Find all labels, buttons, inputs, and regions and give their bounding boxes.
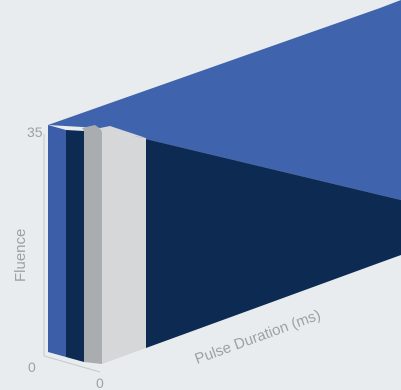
slab-mid-gray xyxy=(84,129,102,364)
slab-mid-gray-top xyxy=(82,125,102,131)
slab-navy xyxy=(66,130,84,362)
base-axis-line xyxy=(43,355,101,373)
y-max-tick-label: 35 xyxy=(27,124,43,140)
slab-light-gray-top xyxy=(100,126,146,138)
y-origin-tick-label: 0 xyxy=(28,359,36,375)
back-wall-panel xyxy=(48,0,401,200)
slab-blue xyxy=(48,125,66,357)
y-axis-label: Fluence xyxy=(12,229,29,282)
dark-region xyxy=(100,128,401,348)
slab-light-gray xyxy=(102,132,146,364)
x-origin-tick-label: 0 xyxy=(96,375,104,390)
